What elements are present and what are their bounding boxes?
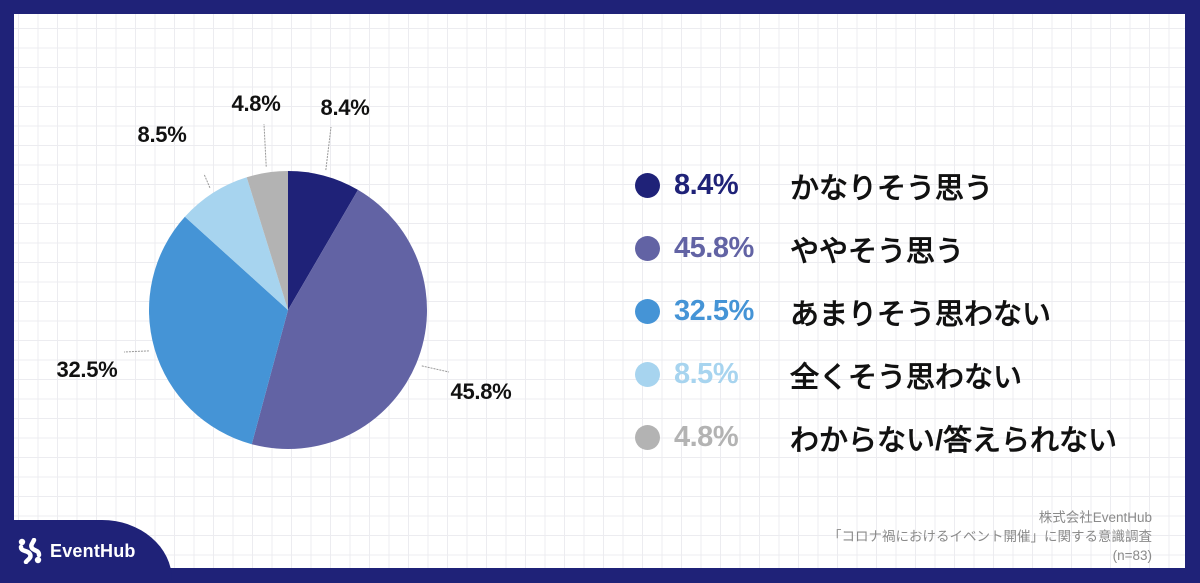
pie-slice <box>148 216 288 445</box>
source-note: 株式会社EventHub 「コロナ禍におけるイベント開催」に関する意識調査 (n… <box>828 508 1152 565</box>
eventhub-logo-icon <box>18 538 42 564</box>
legend-item: 8.5% 全くそう思わない <box>635 343 1117 406</box>
legend-label: あまりそう思わない <box>790 298 1052 331</box>
legend-dot-icon <box>635 173 660 198</box>
eventhub-logo: EventHub <box>18 538 136 564</box>
legend-label: わからない/答えられない <box>790 424 1118 457</box>
pie-value-label: 8.4% <box>320 95 370 120</box>
legend-percent: 8.5% <box>674 358 739 390</box>
leader-line <box>123 350 149 353</box>
pie-value-label: 32.5% <box>56 357 118 382</box>
legend: 8.4% かなりそう思う 45.8% ややそう思う 32.5% あまりそう思わな… <box>635 154 1117 469</box>
legend-item: 45.8% ややそう思う <box>635 217 1117 280</box>
pie-value-label: 8.5% <box>137 122 187 147</box>
pie-value-label: 45.8% <box>450 379 512 404</box>
legend-dot-icon <box>635 362 660 387</box>
legend-dot-icon <box>635 236 660 261</box>
legend-percent: 32.5% <box>674 295 754 327</box>
legend-percent: 8.4% <box>674 169 739 201</box>
pie-slice <box>246 171 288 310</box>
logo-text: EventHub <box>50 540 136 561</box>
legend-item: 8.4% かなりそう思う <box>635 154 1117 217</box>
pie-slice <box>184 177 288 310</box>
pie-slice <box>288 171 359 310</box>
source-company: 株式会社EventHub <box>1038 510 1152 525</box>
leader-line <box>421 365 450 373</box>
pie-value-label: 4.8% <box>231 91 281 116</box>
legend-label: かなりそう思う <box>790 172 994 205</box>
chart-canvas: 8.4% 45.8% 32.5% 8.5% 4.8% 8.4% かなりそう思う 45.8… <box>14 14 1185 568</box>
legend-dot-icon <box>635 425 660 450</box>
source-sample: (n=83) <box>1112 548 1152 563</box>
legend-label: 全くそう思わない <box>790 361 1023 394</box>
leader-line <box>325 126 332 171</box>
pie-slice <box>251 189 428 450</box>
leader-line <box>203 173 211 189</box>
legend-percent: 4.8% <box>674 421 739 453</box>
leader-line <box>263 123 267 167</box>
legend-label: ややそう思う <box>790 235 965 268</box>
pie-chart <box>123 123 450 450</box>
legend-item: 32.5% あまりそう思わない <box>635 280 1117 343</box>
legend-percent: 45.8% <box>674 232 754 264</box>
legend-dot-icon <box>635 299 660 324</box>
legend-item: 4.8% わからない/答えられない <box>635 406 1117 469</box>
source-survey: 「コロナ禍におけるイベント開催」に関する意識調査 <box>828 529 1152 544</box>
